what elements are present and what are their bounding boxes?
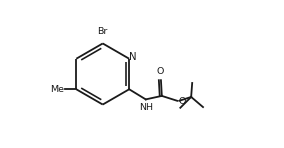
Text: O: O [179,97,186,106]
Text: N: N [129,52,137,62]
Text: Me: Me [50,85,64,94]
Text: Br: Br [97,27,108,36]
Text: O: O [156,67,164,76]
Text: NH: NH [139,103,153,112]
